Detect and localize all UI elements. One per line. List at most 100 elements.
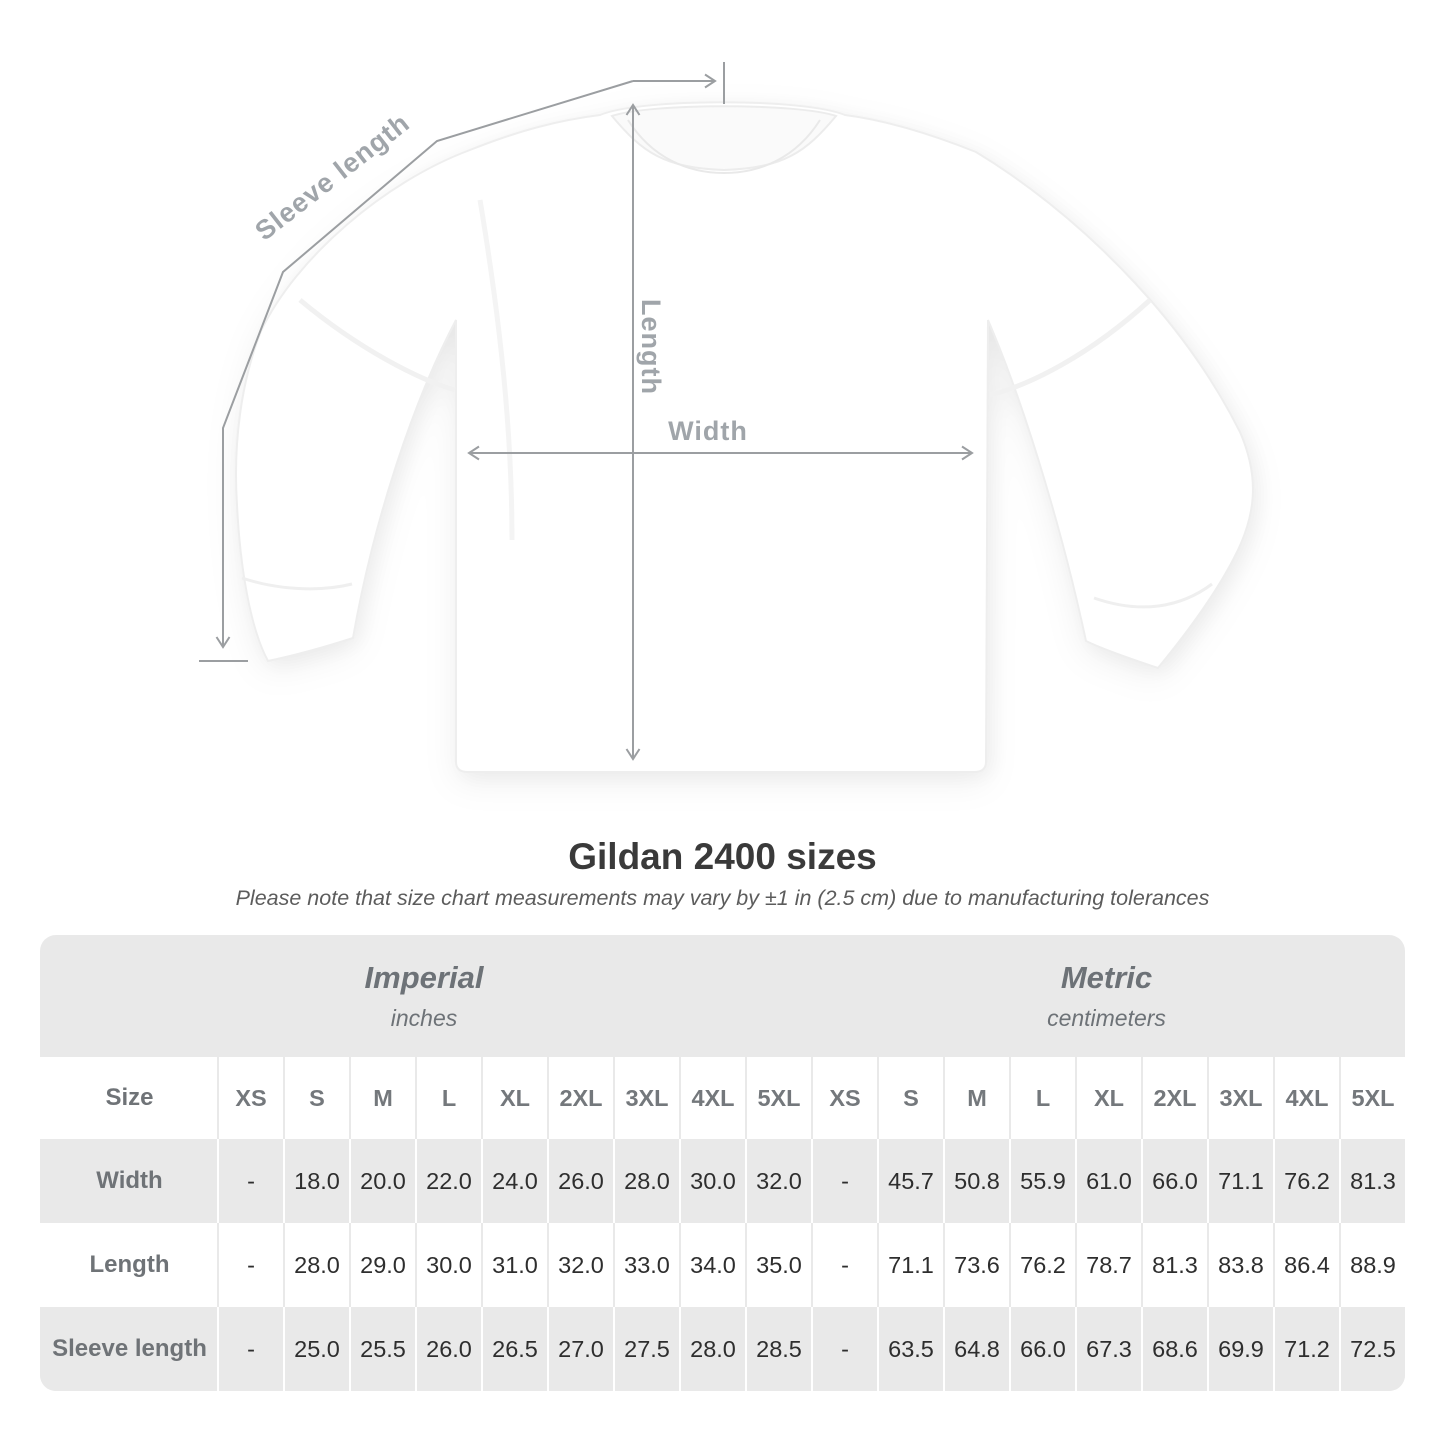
tolerance-note: Please note that size chart measurements… bbox=[235, 886, 1210, 910]
right-cuff-seam bbox=[1093, 582, 1213, 609]
shirt-measurement-diagram: Sleeve length Length Width bbox=[199, 62, 1254, 773]
size-header-cell: 5XL bbox=[1339, 1057, 1405, 1139]
value-cell: 30.0 bbox=[679, 1139, 745, 1223]
length-row: Length -28.0 29.0 30.0 31.0 32.0 33.0 34.0 35.0-… bbox=[40, 1223, 1405, 1307]
size-header-cell: 5XL bbox=[745, 1057, 811, 1139]
value-cell: - bbox=[811, 1139, 877, 1223]
value-cell: 18.0 bbox=[283, 1139, 349, 1223]
value-cell: 25.5 bbox=[349, 1307, 415, 1391]
value-cell: 29.0 bbox=[349, 1223, 415, 1307]
size-header-cell: 2XL bbox=[1141, 1057, 1207, 1139]
value-cell: - bbox=[217, 1223, 283, 1307]
size-column-label: Size bbox=[105, 1084, 154, 1111]
size-header-cell: 2XL bbox=[547, 1057, 613, 1139]
imperial-band: Imperial inches bbox=[40, 935, 808, 1057]
size-header-cell: 3XL bbox=[1207, 1057, 1273, 1139]
value-cell: 68.6 bbox=[1141, 1307, 1207, 1391]
width-row: Width -18.0 20.0 22.0 24.0 26.0 28.0 30.0 32.0-4… bbox=[40, 1139, 1405, 1223]
value-cell: 55.9 bbox=[1009, 1139, 1075, 1223]
size-header-cell: L bbox=[415, 1057, 481, 1139]
metric-band: Metric centimeters bbox=[808, 935, 1405, 1057]
value-cell: 71.2 bbox=[1273, 1307, 1339, 1391]
value-cell: 72.5 bbox=[1339, 1307, 1405, 1391]
imperial-band-unit: inches bbox=[390, 1005, 458, 1031]
value-cell: 30.0 bbox=[415, 1223, 481, 1307]
value-cell: - bbox=[811, 1223, 877, 1307]
width-label: Width bbox=[668, 416, 748, 446]
value-cell: 76.2 bbox=[1273, 1139, 1339, 1223]
value-cell: 33.0 bbox=[613, 1223, 679, 1307]
value-cell: 88.9 bbox=[1339, 1223, 1405, 1307]
size-header-cell: L bbox=[1009, 1057, 1075, 1139]
value-cell: 28.5 bbox=[745, 1307, 811, 1391]
value-cell: 81.3 bbox=[1339, 1139, 1405, 1223]
value-cell: 26.0 bbox=[415, 1307, 481, 1391]
value-cell: 83.8 bbox=[1207, 1223, 1273, 1307]
value-cell: 34.0 bbox=[679, 1223, 745, 1307]
value-cell: 32.0 bbox=[547, 1223, 613, 1307]
size-header-cell: S bbox=[283, 1057, 349, 1139]
width-measure: Width bbox=[467, 416, 974, 461]
length-measure: Length bbox=[625, 103, 666, 761]
value-cell: 73.6 bbox=[943, 1223, 1009, 1307]
imperial-band-title: Imperial bbox=[364, 960, 484, 995]
row-label: Length bbox=[89, 1251, 170, 1278]
value-cell: 28.0 bbox=[613, 1139, 679, 1223]
value-cell: - bbox=[217, 1139, 283, 1223]
value-cell: - bbox=[217, 1307, 283, 1391]
value-cell: 26.5 bbox=[481, 1307, 547, 1391]
size-header-cell: M bbox=[349, 1057, 415, 1139]
sleeve-length-row: Sleeve length -25.0 25.5 26.0 26.5 27.0 27.5 28… bbox=[40, 1307, 1405, 1391]
left-sleeve-crease bbox=[298, 298, 456, 393]
value-cell: 50.8 bbox=[943, 1139, 1009, 1223]
value-cell: 76.2 bbox=[1009, 1223, 1075, 1307]
unit-band-row: Imperial inches Metric centimeters bbox=[40, 935, 1405, 1057]
shirt-collar bbox=[610, 105, 838, 172]
row-label: Sleeve length bbox=[52, 1335, 207, 1362]
value-cell: 26.0 bbox=[547, 1139, 613, 1223]
value-cell: 25.0 bbox=[283, 1307, 349, 1391]
value-cell: 28.0 bbox=[283, 1223, 349, 1307]
value-cell: - bbox=[811, 1307, 877, 1391]
long-sleeve-shirt bbox=[235, 101, 1254, 773]
value-cell: 45.7 bbox=[877, 1139, 943, 1223]
collar-seam bbox=[627, 119, 821, 175]
value-cell: 24.0 bbox=[481, 1139, 547, 1223]
size-header-row: Size XS S M L XL 2XL 3XL 4XL 5XL XS S M L XL 2XL 3XL 4XL 5… bbox=[40, 1057, 1405, 1139]
value-cell: 22.0 bbox=[415, 1139, 481, 1223]
value-cell: 20.0 bbox=[349, 1139, 415, 1223]
value-cell: 71.1 bbox=[1207, 1139, 1273, 1223]
size-header-cell: M bbox=[943, 1057, 1009, 1139]
value-cell: 28.0 bbox=[679, 1307, 745, 1391]
value-cell: 63.5 bbox=[877, 1307, 943, 1391]
value-cell: 32.0 bbox=[745, 1139, 811, 1223]
row-label: Width bbox=[96, 1167, 163, 1194]
value-cell: 67.3 bbox=[1075, 1307, 1141, 1391]
value-cell: 35.0 bbox=[745, 1223, 811, 1307]
size-table: Imperial inches Metric centimeters Size X… bbox=[40, 935, 1405, 1391]
left-cuff-seam bbox=[241, 576, 353, 591]
value-cell: 71.1 bbox=[877, 1223, 943, 1307]
sleeve-diagonal-line bbox=[215, 80, 634, 649]
metric-band-unit: centimeters bbox=[1047, 1005, 1166, 1031]
value-cell: 27.0 bbox=[547, 1307, 613, 1391]
metric-band-title: Metric bbox=[1060, 960, 1153, 995]
value-cell: 61.0 bbox=[1075, 1139, 1141, 1223]
body-crease bbox=[477, 199, 515, 541]
value-cell: 86.4 bbox=[1273, 1223, 1339, 1307]
size-header-cell: 3XL bbox=[613, 1057, 679, 1139]
size-header-cell: XS bbox=[811, 1057, 877, 1139]
right-sleeve-crease bbox=[989, 298, 1152, 398]
size-header-cell: S bbox=[877, 1057, 943, 1139]
size-header-cell: XL bbox=[1075, 1057, 1141, 1139]
size-header-cell: XL bbox=[481, 1057, 547, 1139]
value-cell: 66.0 bbox=[1141, 1139, 1207, 1223]
size-header-cell: 4XL bbox=[679, 1057, 745, 1139]
value-cell: 64.8 bbox=[943, 1307, 1009, 1391]
value-cell: 27.5 bbox=[613, 1307, 679, 1391]
size-header-cell: 4XL bbox=[1273, 1057, 1339, 1139]
page-title: Gildan 2400 sizes bbox=[568, 836, 877, 877]
value-cell: 66.0 bbox=[1009, 1307, 1075, 1391]
value-cell: 78.7 bbox=[1075, 1223, 1141, 1307]
size-header-cell: XS bbox=[217, 1057, 283, 1139]
